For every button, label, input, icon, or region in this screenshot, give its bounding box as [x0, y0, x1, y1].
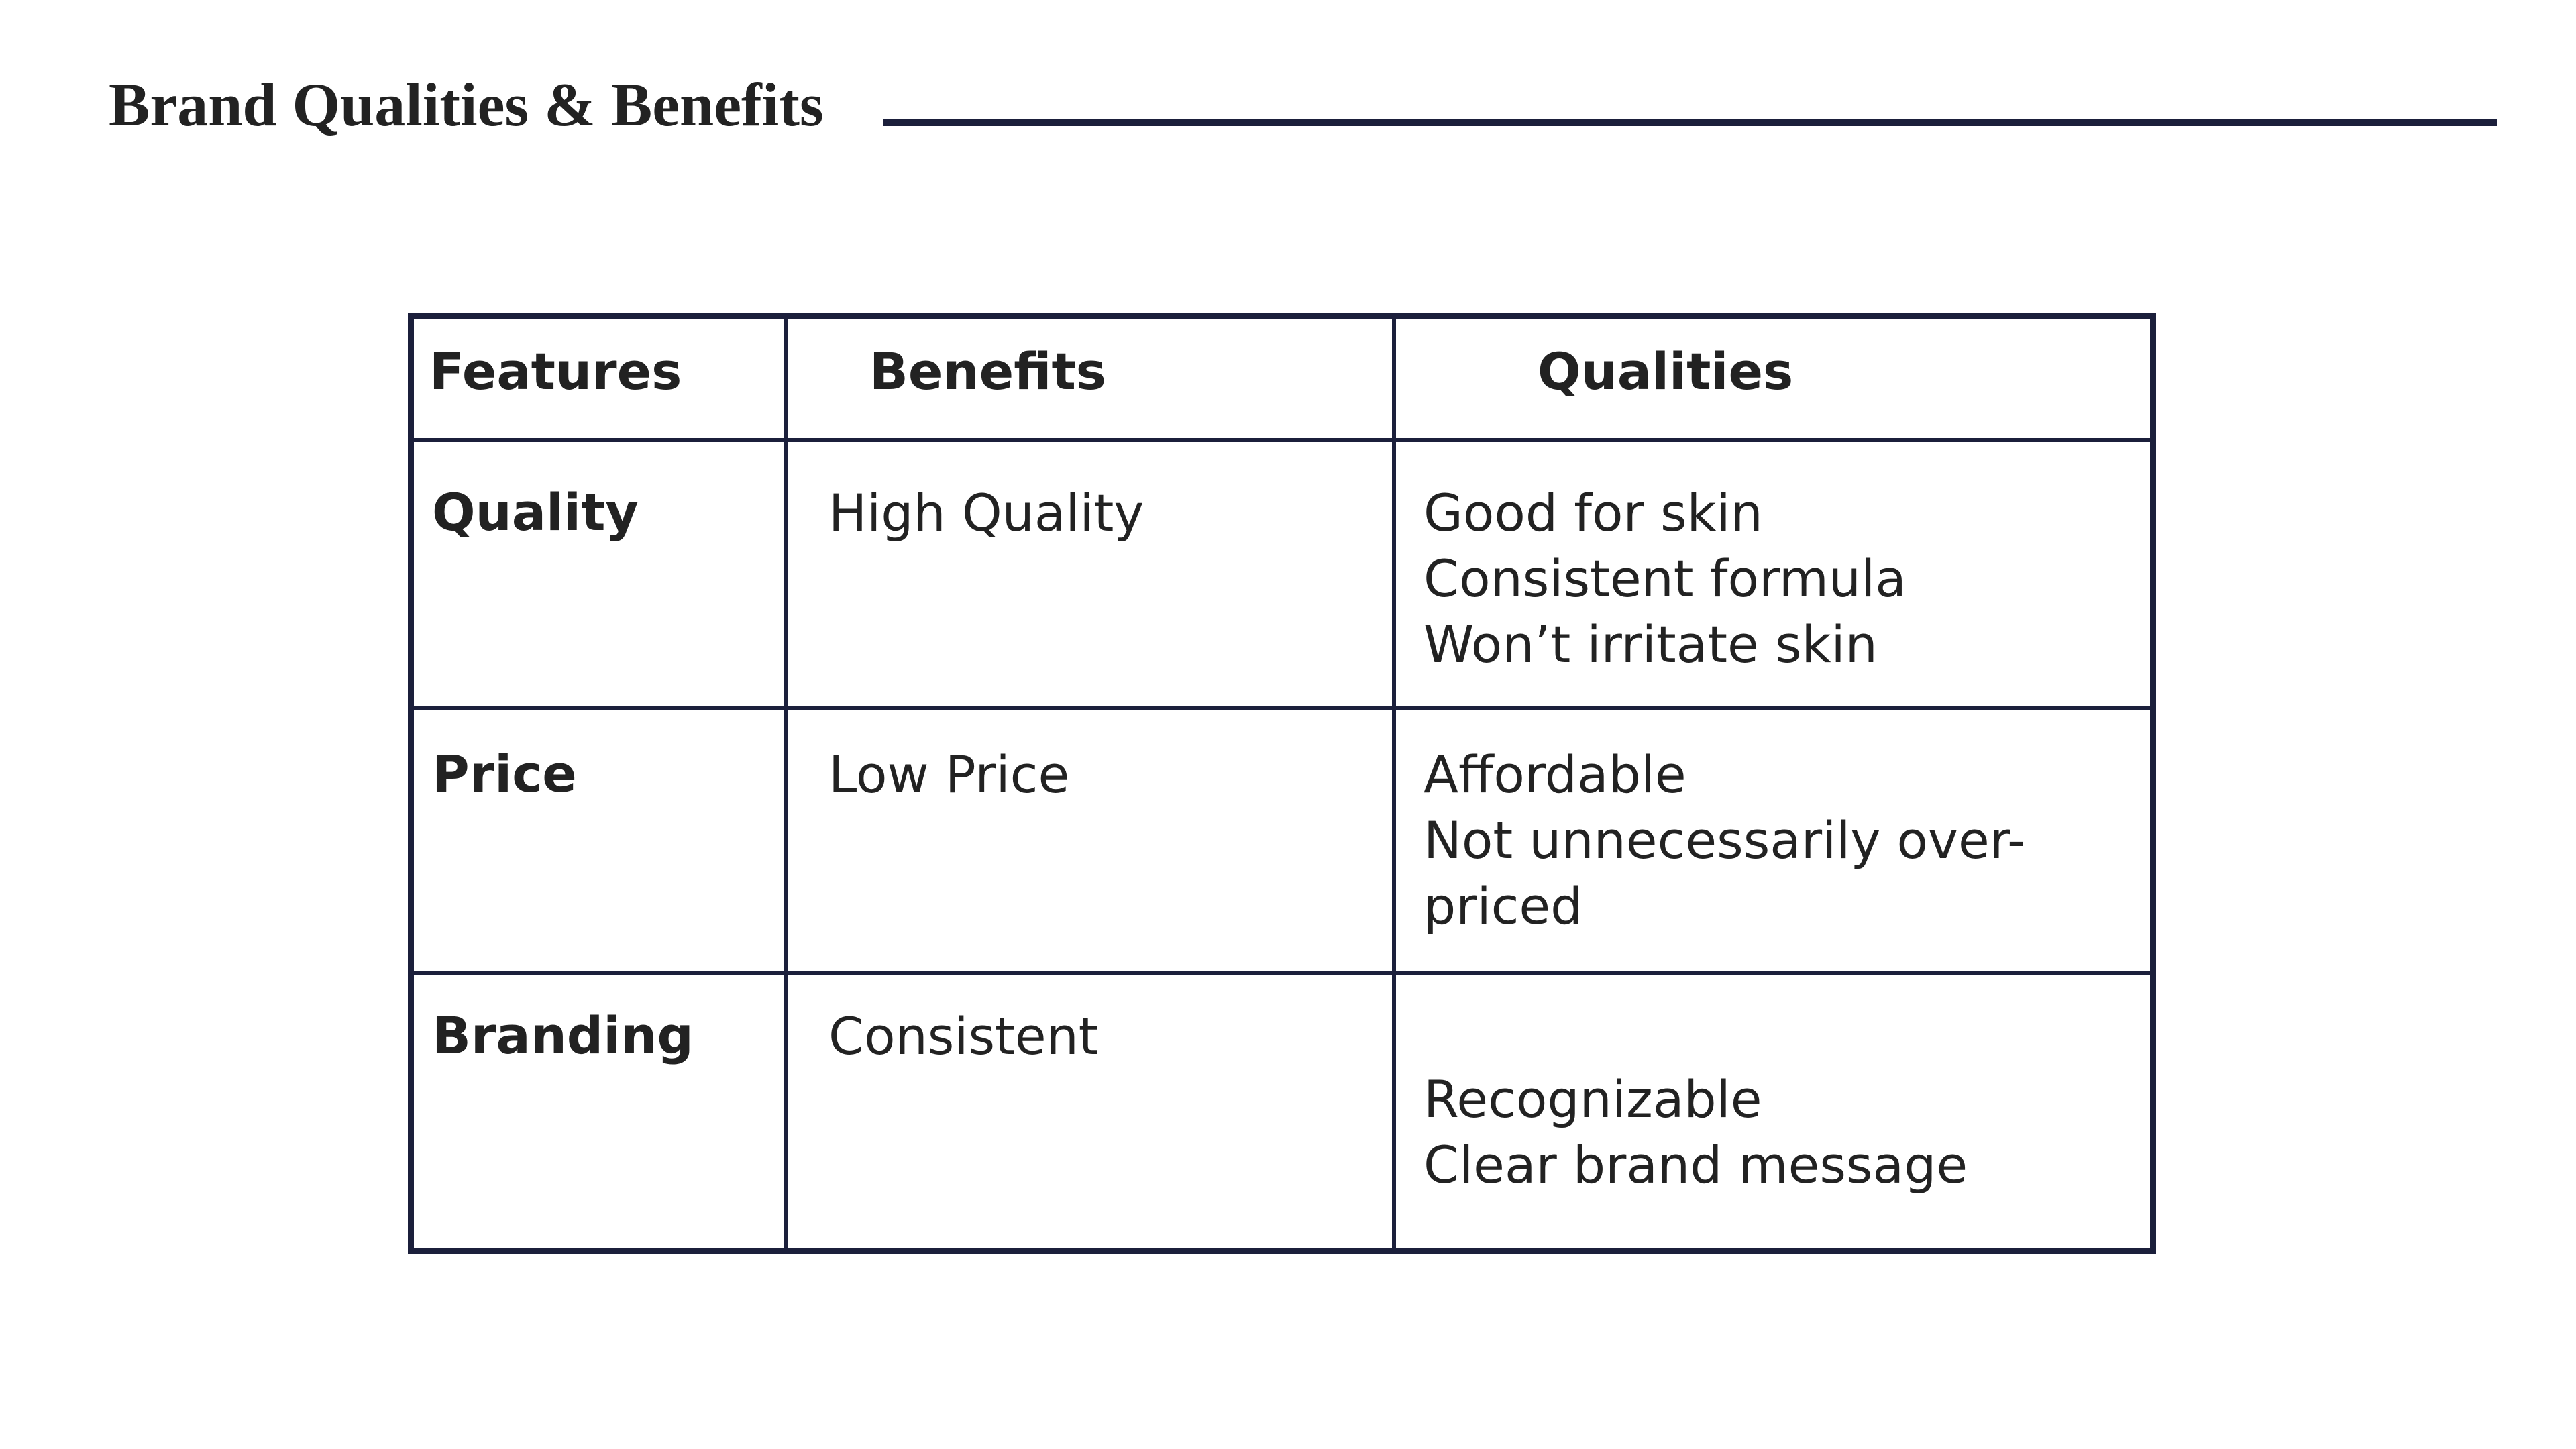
row-divider-2: [408, 971, 2156, 975]
row-qualities-branding: Recognizable Clear brand message: [1424, 1067, 1968, 1198]
header-qualities: Qualities: [1538, 341, 1794, 401]
quality-line: Recognizable: [1424, 1069, 1762, 1129]
quality-line: Affordable: [1424, 745, 1686, 804]
quality-line: Won’t irritate skin: [1424, 614, 1878, 674]
title-underline-rule: [883, 119, 2497, 126]
quality-line: Good for skin: [1424, 483, 1763, 543]
row-benefit-high-quality: High Quality: [828, 483, 1144, 543]
row-qualities-quality: Good for skin Consistent formula Won’t i…: [1424, 480, 1907, 678]
quality-line: Consistent formula: [1424, 549, 1907, 608]
row-feature-quality: Quality: [432, 482, 639, 542]
column-divider-1: [784, 313, 788, 1254]
header-benefits: Benefits: [869, 341, 1107, 401]
row-benefit-consistent: Consistent: [828, 1006, 1099, 1066]
row-feature-branding: Branding: [432, 1006, 694, 1065]
header-features: Features: [429, 341, 682, 401]
quality-line: priced: [1424, 876, 1583, 936]
row-divider-1: [408, 706, 2156, 710]
row-benefit-low-price: Low Price: [828, 745, 1070, 804]
brand-qualities-table: [408, 313, 2156, 1254]
row-divider-header: [408, 438, 2156, 442]
quality-line: Clear brand message: [1424, 1135, 1968, 1195]
slide-title: Brand Qualities & Benefits: [109, 70, 824, 139]
row-qualities-price: Affordable Not unnecessarily over- price…: [1424, 742, 2026, 939]
column-divider-2: [1392, 313, 1396, 1254]
quality-line: Not unnecessarily over-: [1424, 810, 2026, 870]
row-feature-price: Price: [432, 744, 577, 804]
